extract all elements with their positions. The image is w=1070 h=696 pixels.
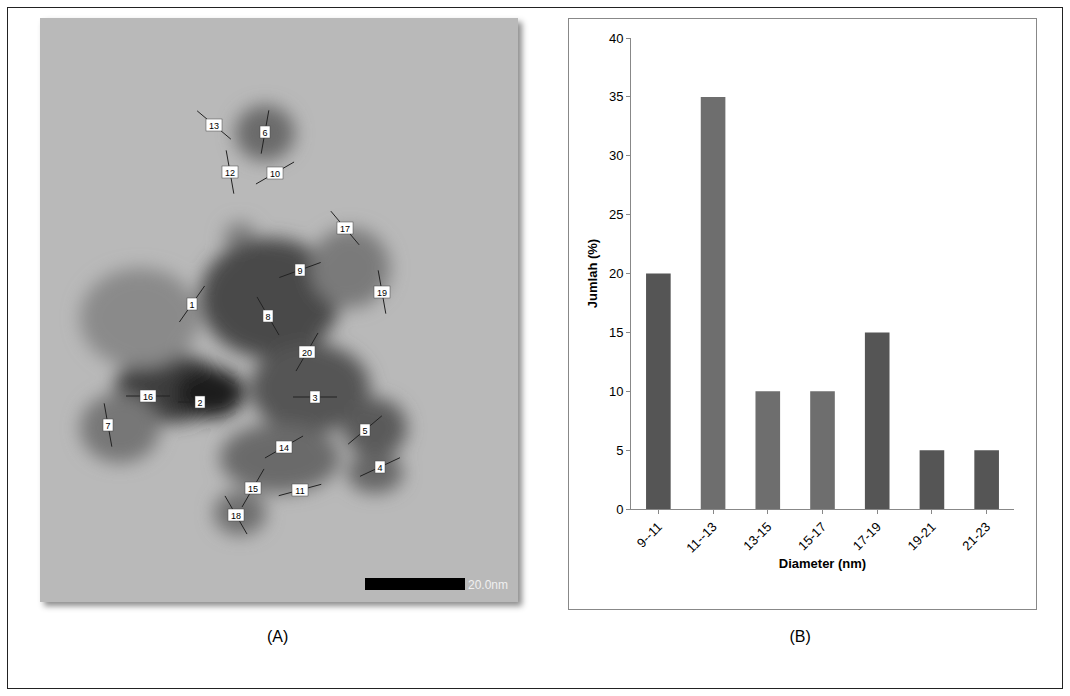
svg-text:11--13: 11--13	[683, 519, 720, 556]
html-text:(A): (A)	[267, 628, 289, 645]
svg-text:2: 2	[197, 398, 202, 408]
svg-text:19: 19	[377, 288, 387, 298]
svg-text:15: 15	[248, 484, 258, 494]
svg-text:18: 18	[231, 511, 241, 521]
svg-text:15-17: 15-17	[795, 519, 829, 553]
svg-text:11: 11	[295, 486, 304, 496]
svg-text:6: 6	[262, 128, 267, 138]
svg-text:20: 20	[302, 348, 312, 358]
html-text:(B): (B)	[789, 628, 811, 645]
svg-text:16: 16	[143, 392, 153, 402]
svg-text:17: 17	[340, 224, 350, 234]
svg-text:3: 3	[312, 393, 317, 403]
svg-text:19-21: 19-21	[905, 519, 939, 553]
svg-text:9--11: 9--11	[634, 519, 665, 550]
svg-text:0: 0	[616, 502, 623, 517]
svg-text:10: 10	[609, 384, 623, 399]
svg-text:12: 12	[225, 168, 235, 178]
svg-text:Diameter (nm): Diameter (nm)	[779, 556, 866, 571]
svg-text:20.0nm: 20.0nm	[468, 578, 508, 592]
svg-text:5: 5	[362, 426, 367, 436]
svg-text:9: 9	[297, 266, 302, 276]
svg-text:30: 30	[609, 148, 623, 163]
svg-text:40: 40	[609, 31, 623, 46]
svg-text:8: 8	[265, 312, 270, 322]
svg-text:35: 35	[609, 89, 623, 104]
svg-text:25: 25	[609, 207, 623, 222]
svg-text:21-23: 21-23	[959, 519, 993, 553]
svg-text:17-19: 17-19	[850, 519, 884, 553]
svg-text:4: 4	[377, 463, 382, 473]
svg-text:13: 13	[209, 121, 219, 131]
svg-text:1: 1	[189, 300, 194, 310]
svg-text:13-15: 13-15	[740, 519, 774, 553]
svg-text:Jumlah (%): Jumlah (%)	[585, 239, 600, 308]
svg-text:5: 5	[616, 443, 623, 458]
svg-text:14: 14	[279, 443, 289, 453]
svg-text:20: 20	[609, 266, 623, 281]
svg-text:15: 15	[609, 325, 623, 340]
svg-text:7: 7	[105, 421, 110, 431]
svg-text:10: 10	[270, 169, 280, 179]
